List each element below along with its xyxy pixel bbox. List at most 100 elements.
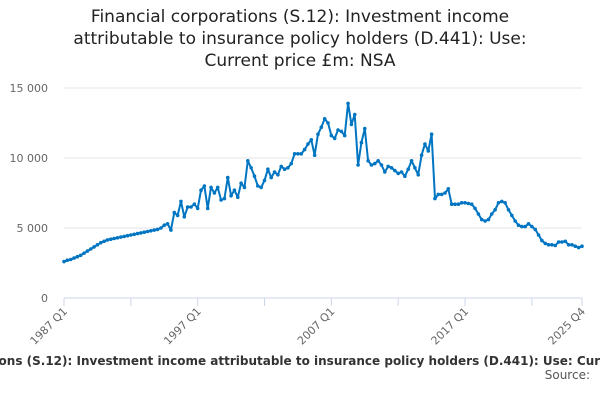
data-point[interactable] [235, 195, 240, 199]
data-point[interactable] [486, 217, 491, 222]
data-point[interactable] [349, 122, 354, 127]
data-point[interactable] [389, 166, 394, 170]
data-point[interactable] [192, 202, 197, 206]
data-point[interactable] [466, 201, 471, 206]
data-point[interactable] [229, 194, 233, 198]
data-point[interactable] [383, 170, 387, 174]
data-point[interactable] [533, 227, 538, 232]
data-point[interactable] [326, 121, 330, 125]
data-point[interactable] [159, 226, 163, 230]
data-point[interactable] [439, 192, 444, 197]
data-point[interactable] [115, 236, 120, 240]
data-point[interactable] [352, 112, 357, 117]
data-point[interactable] [570, 243, 574, 247]
data-point[interactable] [453, 202, 457, 206]
data-point[interactable] [479, 217, 484, 222]
data-point[interactable] [296, 152, 300, 156]
data-point[interactable] [152, 228, 157, 232]
data-point[interactable] [242, 185, 247, 190]
data-point[interactable] [419, 153, 424, 157]
data-point[interactable] [449, 202, 454, 206]
data-point[interactable] [172, 210, 177, 215]
data-point[interactable] [108, 237, 113, 241]
data-point[interactable] [129, 233, 133, 237]
data-point[interactable] [162, 223, 167, 227]
data-point[interactable] [239, 181, 243, 185]
data-point[interactable] [332, 136, 337, 141]
data-point[interactable] [339, 129, 344, 134]
data-point[interactable] [426, 149, 431, 153]
data-point[interactable] [393, 168, 397, 173]
data-point[interactable] [92, 245, 96, 249]
data-point[interactable] [409, 159, 414, 163]
data-point[interactable] [85, 249, 90, 253]
data-point[interactable] [155, 227, 160, 232]
data-point[interactable] [503, 201, 507, 205]
data-point[interactable] [443, 191, 447, 195]
data-point[interactable] [416, 173, 421, 177]
data-point[interactable] [580, 244, 584, 248]
data-point[interactable] [65, 258, 70, 263]
data-point[interactable] [322, 117, 327, 121]
data-point[interactable] [269, 175, 274, 180]
data-point[interactable] [279, 164, 284, 169]
data-point[interactable] [406, 167, 411, 171]
data-point[interactable] [546, 243, 551, 247]
data-point[interactable] [189, 205, 193, 209]
data-point[interactable] [473, 206, 477, 211]
data-point[interactable] [142, 230, 147, 234]
data-point[interactable] [139, 231, 143, 235]
data-point[interactable] [78, 253, 83, 258]
data-point[interactable] [195, 206, 200, 211]
data-point[interactable] [359, 140, 364, 145]
data-point[interactable] [399, 170, 404, 174]
data-point[interactable] [489, 212, 494, 216]
data-point[interactable] [179, 199, 183, 204]
data-point[interactable] [246, 159, 250, 163]
data-point[interactable] [149, 229, 153, 233]
data-point[interactable] [526, 222, 531, 226]
data-point[interactable] [302, 147, 307, 152]
data-point[interactable] [266, 167, 270, 171]
data-point[interactable] [119, 235, 123, 239]
data-point[interactable] [573, 244, 578, 248]
data-point[interactable] [379, 163, 384, 167]
data-point[interactable] [540, 238, 544, 243]
data-point[interactable] [282, 167, 287, 171]
data-point[interactable] [550, 243, 554, 247]
data-point[interactable] [576, 245, 581, 250]
data-point[interactable] [135, 231, 140, 236]
data-point[interactable] [256, 184, 260, 188]
data-point[interactable] [566, 243, 571, 247]
data-point[interactable] [496, 201, 501, 205]
data-point[interactable] [219, 198, 223, 202]
data-point[interactable] [165, 222, 170, 226]
data-point[interactable] [125, 233, 130, 238]
data-point[interactable] [483, 219, 487, 223]
data-point[interactable] [553, 243, 558, 248]
data-point[interactable] [252, 174, 257, 178]
data-point[interactable] [413, 166, 417, 170]
data-point[interactable] [543, 241, 548, 246]
data-point[interactable] [506, 208, 511, 212]
data-point[interactable] [319, 125, 324, 129]
data-point[interactable] [199, 188, 203, 192]
data-point[interactable] [423, 142, 427, 146]
data-point[interactable] [309, 138, 314, 142]
data-point[interactable] [530, 224, 534, 229]
data-point[interactable] [209, 185, 213, 190]
data-point[interactable] [523, 224, 527, 229]
data-point[interactable] [215, 185, 220, 190]
data-point[interactable] [299, 152, 304, 156]
data-point[interactable] [446, 187, 451, 191]
data-point[interactable] [396, 171, 400, 176]
data-point[interactable] [276, 173, 280, 177]
data-point[interactable] [82, 251, 86, 255]
data-point[interactable] [112, 236, 116, 241]
data-point[interactable] [122, 234, 126, 239]
data-point[interactable] [556, 240, 561, 244]
data-point[interactable] [429, 132, 434, 136]
data-point[interactable] [373, 161, 377, 166]
data-point[interactable] [262, 178, 267, 183]
data-point[interactable] [72, 256, 76, 260]
